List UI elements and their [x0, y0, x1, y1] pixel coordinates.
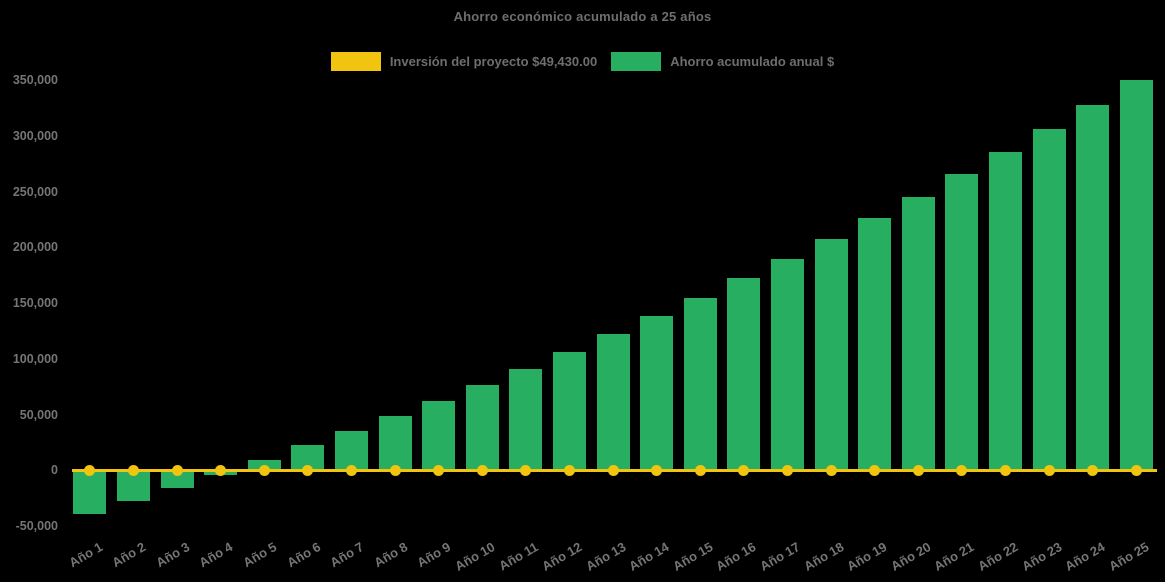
x-axis-label: Año 2	[109, 539, 149, 571]
bar[interactable]	[988, 151, 1022, 471]
x-axis-label: Año 22	[975, 539, 1021, 574]
x-axis-label: Año 12	[539, 539, 585, 574]
bar[interactable]	[334, 430, 368, 471]
legend-item-inversion[interactable]: Inversión del proyecto $49,430.00	[330, 51, 598, 71]
investment-line-marker[interactable]	[520, 464, 532, 476]
x-axis-label: Año 19	[844, 539, 890, 574]
x-axis-label: Año 4	[196, 539, 236, 571]
investment-line-marker[interactable]	[956, 464, 968, 476]
bar[interactable]	[509, 368, 543, 471]
chart-title: Ahorro económico acumulado a 25 años	[453, 9, 712, 24]
y-axis-tick-label: 200,000	[12, 240, 58, 255]
y-axis-tick-label: 350,000	[12, 73, 58, 87]
legend-swatch-green	[611, 51, 662, 71]
bar[interactable]	[160, 470, 194, 488]
investment-line-marker[interactable]	[738, 464, 750, 476]
investment-line-marker[interactable]	[1087, 464, 1099, 476]
bar[interactable]	[465, 384, 499, 471]
bar[interactable]	[596, 334, 630, 471]
y-axis-tick-label: -50,000	[15, 519, 58, 533]
bar[interactable]	[73, 470, 107, 514]
x-axis-label: Año 7	[327, 539, 367, 571]
legend-swatch-yellow	[330, 51, 381, 71]
y-axis-tick-label: 100,000	[12, 351, 58, 366]
bar[interactable]	[1076, 104, 1110, 471]
bar[interactable]	[858, 217, 892, 471]
investment-line-marker[interactable]	[607, 464, 619, 476]
bar[interactable]	[683, 297, 717, 471]
investment-line-marker[interactable]	[389, 464, 401, 476]
legend: Inversión del proyecto $49,430.00 Ahorro…	[0, 49, 1165, 73]
bar[interactable]	[945, 173, 979, 471]
bar[interactable]	[378, 415, 412, 471]
investment-line-marker[interactable]	[476, 464, 488, 476]
y-axis-tick-label: 250,000	[12, 184, 58, 199]
investment-line-marker[interactable]	[171, 464, 183, 476]
x-axis-label: Año 14	[626, 539, 672, 574]
x-axis-label: Año 15	[670, 539, 716, 574]
y-axis-tick-label: 0	[51, 463, 58, 478]
investment-line-marker[interactable]	[781, 464, 793, 476]
investment-line-marker[interactable]	[215, 464, 227, 476]
y-axis-tick-label: 50,000	[19, 407, 58, 422]
x-axis-label: Año 1	[66, 539, 105, 571]
legend-label: Ahorro acumulado anual $	[670, 53, 835, 69]
x-axis-label: Año 20	[888, 539, 934, 574]
investment-line-marker[interactable]	[433, 464, 445, 476]
legend-item-ahorro[interactable]: Ahorro acumulado anual $	[611, 51, 835, 71]
investment-line-marker[interactable]	[651, 464, 663, 476]
x-axis-label: Año 3	[153, 539, 192, 571]
bar[interactable]	[552, 351, 586, 471]
x-axis-label: Año 18	[800, 539, 846, 574]
bar[interactable]	[1032, 128, 1066, 471]
investment-line-marker[interactable]	[302, 464, 314, 476]
investment-line-marker[interactable]	[999, 464, 1011, 476]
investment-line-marker[interactable]	[127, 464, 139, 476]
investment-line-marker[interactable]	[345, 464, 357, 476]
bar[interactable]	[814, 238, 848, 471]
investment-line-marker[interactable]	[563, 464, 575, 476]
x-axis-label: Año 10	[452, 539, 498, 574]
x-axis-label: Año 8	[371, 539, 410, 571]
x-axis-label: Año 25	[1106, 539, 1152, 574]
investment-line-marker[interactable]	[258, 464, 270, 476]
investment-line-marker[interactable]	[912, 464, 924, 476]
x-axis-label: Año 5	[240, 539, 280, 571]
y-axis-tick-label: 150,000	[12, 296, 58, 310]
investment-line-marker[interactable]	[1043, 464, 1055, 476]
bar[interactable]	[1119, 79, 1153, 471]
x-axis-label: Año 23	[1018, 539, 1064, 574]
bar[interactable]	[727, 277, 761, 471]
bar[interactable]	[770, 258, 804, 471]
x-axis-label: Año 16	[713, 539, 759, 574]
investment-line-marker[interactable]	[84, 464, 96, 476]
bar[interactable]	[901, 196, 935, 471]
x-axis-label: Año 21	[931, 539, 977, 574]
y-axis-tick-label: 300,000	[12, 128, 58, 143]
legend-label: Inversión del proyecto $49,430.00	[389, 53, 598, 69]
investment-line-marker[interactable]	[1130, 464, 1142, 476]
bar[interactable]	[640, 315, 674, 471]
bar[interactable]	[422, 400, 456, 471]
investment-line-marker[interactable]	[869, 464, 881, 476]
x-axis-label: Año 24	[1062, 539, 1108, 574]
x-axis-label: Año 17	[757, 539, 803, 574]
x-axis-label: Año 13	[582, 539, 628, 574]
x-axis-label: Año 11	[496, 539, 541, 574]
x-axis-label: Año 6	[284, 539, 323, 571]
investment-line-marker[interactable]	[694, 464, 706, 476]
investment-line-marker[interactable]	[825, 464, 837, 476]
x-axis-label: Año 9	[414, 539, 454, 571]
